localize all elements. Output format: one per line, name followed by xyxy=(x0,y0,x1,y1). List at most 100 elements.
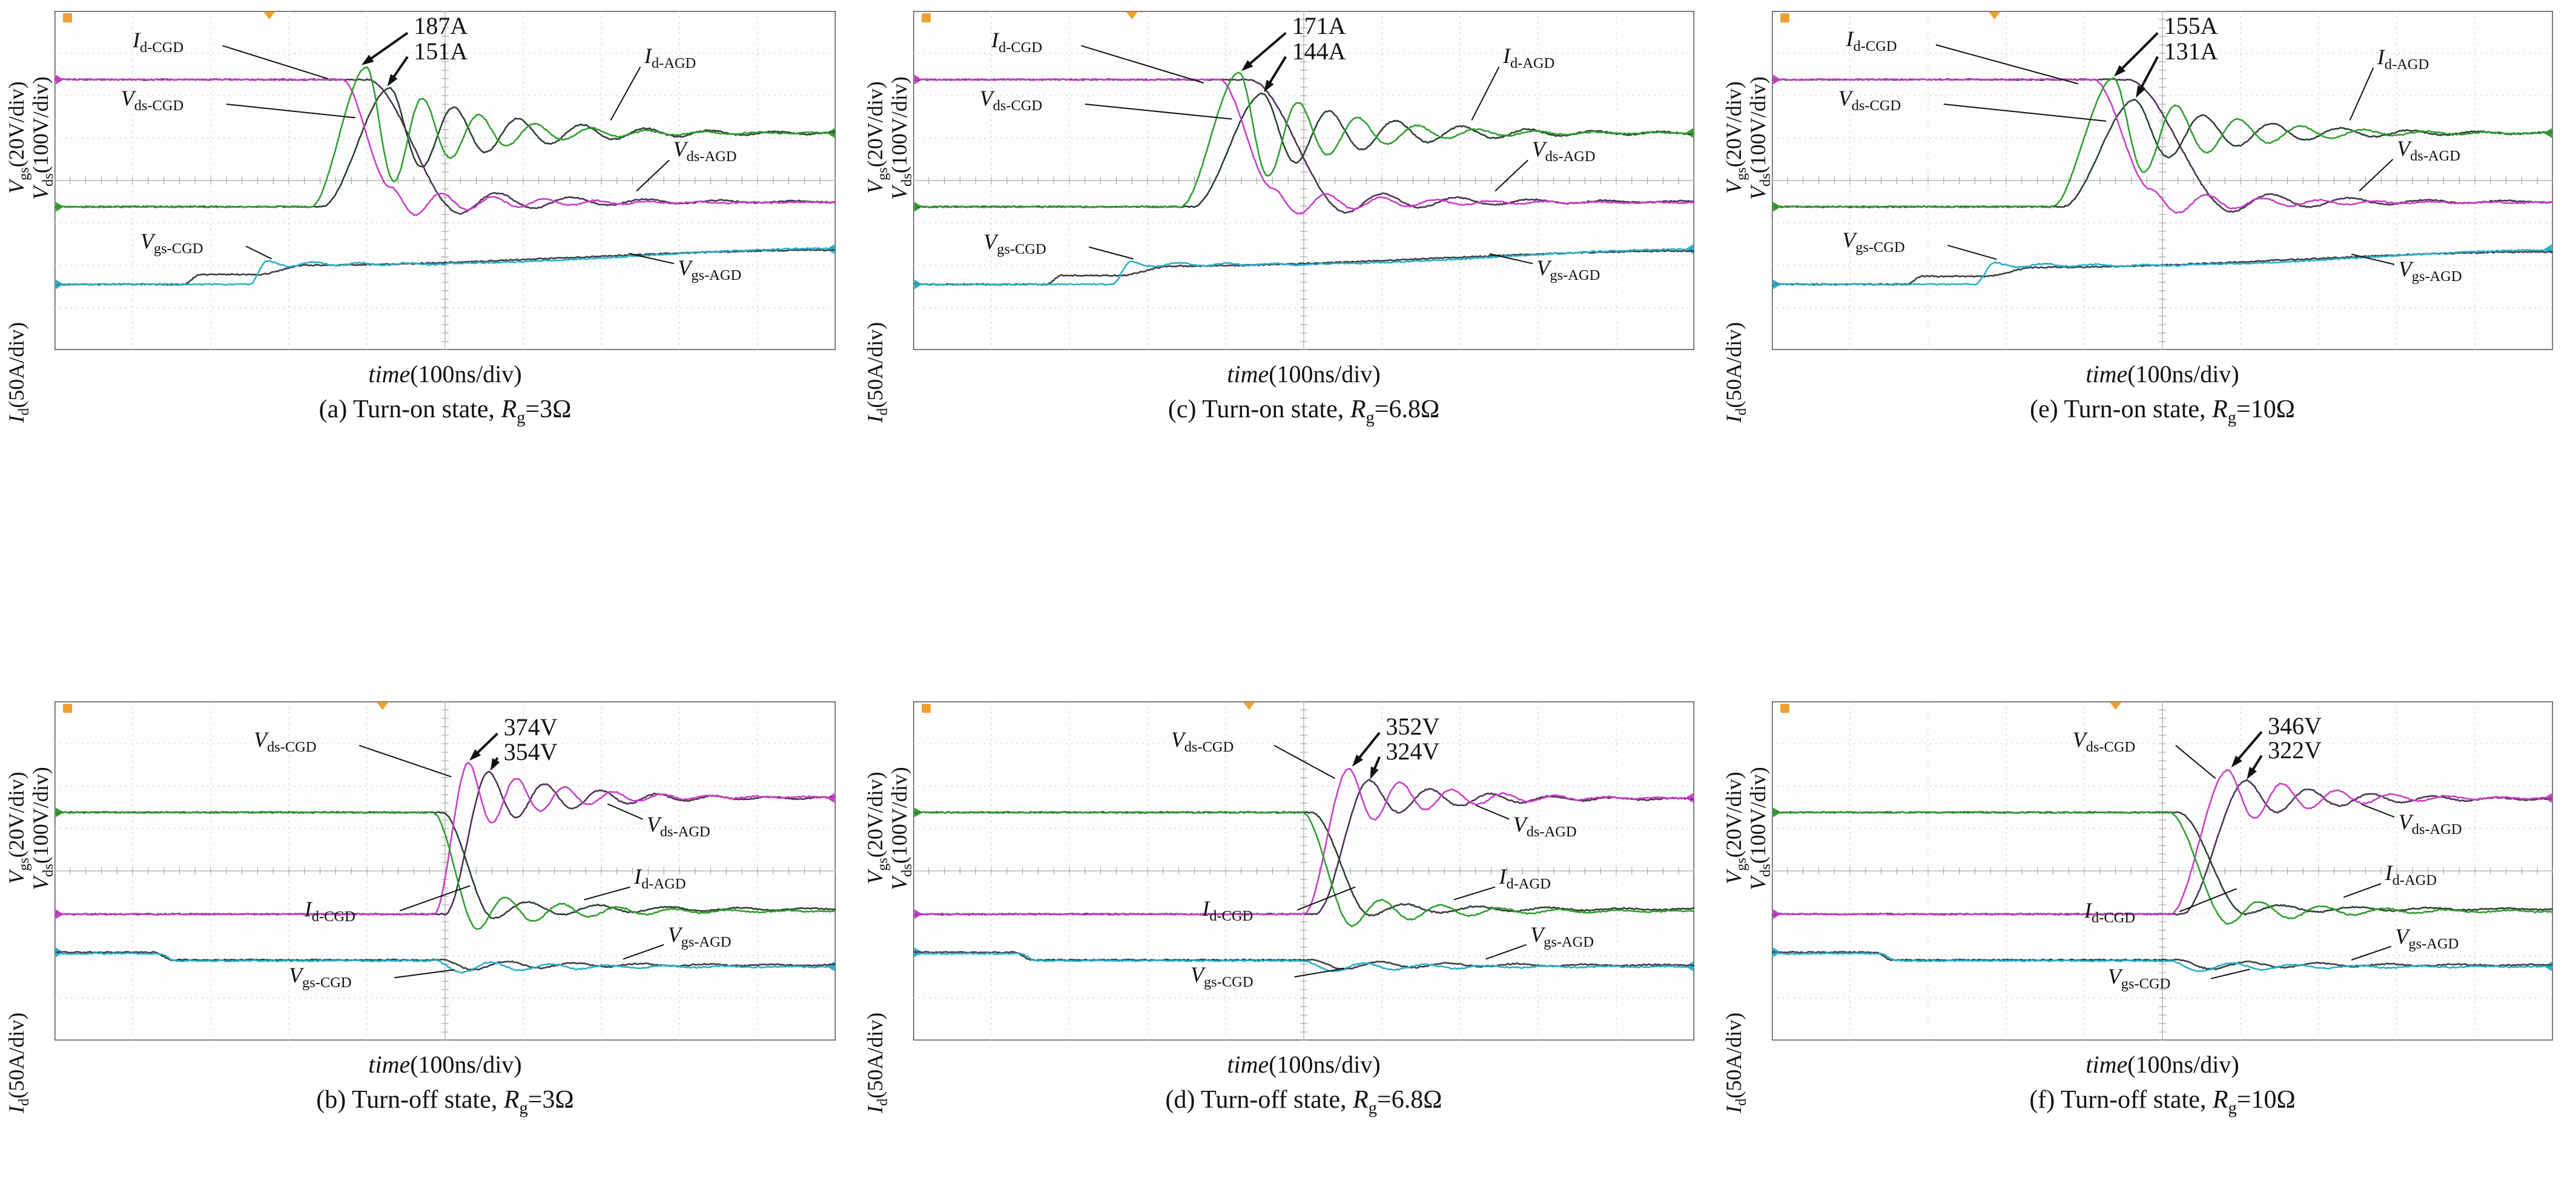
trace-symbol: I xyxy=(991,27,999,52)
trace-symbol: I xyxy=(304,897,312,922)
trace-symbol: V xyxy=(1536,256,1550,280)
trigger-status-icon xyxy=(1780,704,1789,713)
caption-text: (d) Turn-off state, xyxy=(1165,1086,1353,1114)
label-leader-line xyxy=(1453,886,1496,901)
callout-arrowhead-icon xyxy=(387,74,398,87)
measured-value: 144A xyxy=(1292,37,1346,65)
label-id-cgd: Id-CGD xyxy=(1846,28,1897,55)
waveform-trace-id-cgd xyxy=(1772,77,2553,208)
trace-subscript: gs-AGD xyxy=(2408,936,2459,953)
trace-subscript: d-AGD xyxy=(2392,872,2437,889)
trace-subscript: d-CGD xyxy=(999,39,1043,56)
caption-text: (c) Turn-on state, xyxy=(1167,395,1350,423)
label-leader-line xyxy=(1085,104,1232,120)
x-axis-symbol: time xyxy=(368,360,411,388)
trace-symbol: V xyxy=(1531,137,1545,162)
trigger-status-icon xyxy=(63,704,72,713)
x-axis-symbol: time xyxy=(1227,1051,1269,1078)
label-leader-line xyxy=(1475,804,1510,820)
x-axis-symbol: time xyxy=(2086,360,2128,388)
axis-scale: (100V/div) xyxy=(1746,76,1770,174)
trace-symbol: V xyxy=(678,256,692,280)
trace-symbol: V xyxy=(667,922,681,947)
axis-symbol: I xyxy=(863,415,887,423)
y-axis-label-vds: Vds(100V/div) xyxy=(28,767,57,890)
trace-symbol: I xyxy=(634,864,642,888)
trigger-status-icon xyxy=(1780,13,1789,22)
callout-arrowhead-icon xyxy=(469,749,481,761)
callout-arrow xyxy=(2234,731,2263,763)
caption-text: (f) Turn-off state, xyxy=(2029,1086,2213,1114)
y-axis-label-id: Id(50A/div) xyxy=(4,1013,33,1113)
label-vds-cgd: Vds-CGD xyxy=(980,87,1043,114)
label-leader-line xyxy=(1088,246,1134,260)
trigger-status-icon xyxy=(63,13,72,22)
label-leader-line xyxy=(2351,253,2395,265)
measured-value: 352V xyxy=(1385,713,1440,740)
label-vds-cgd: Vds-CGD xyxy=(2073,728,2136,756)
trace-subscript: ds-CGD xyxy=(2086,739,2136,756)
measured-value: 322V xyxy=(2268,736,2322,764)
label-id-cgd: Id-CGD xyxy=(991,27,1043,56)
waveform-figure: Id(50A/div) Vgs(20V/div) Vds(100V/div) 187A… xyxy=(0,5,2576,1181)
trace-subscript: ds-AGD xyxy=(686,148,737,165)
caption-r-symbol: R xyxy=(501,395,517,423)
scope-panel-d: Id(50A/div) Vgs(20V/div) Vds(100V/div) 352V… xyxy=(859,695,1717,1119)
label-vds-cgd: Vds-CGD xyxy=(1171,728,1234,755)
label-id-cgd: Id-CGD xyxy=(2084,899,2135,926)
caption-value: =6.8Ω xyxy=(1374,395,1440,423)
axis-symbol: V xyxy=(887,877,911,890)
label-leader-line xyxy=(358,744,452,778)
callout-arrow xyxy=(2138,56,2159,92)
oscilloscope-screen-c xyxy=(913,11,1694,350)
figure-row-top: Id(50A/div) Vgs(20V/div) Vds(100V/div) 187A… xyxy=(0,5,2576,429)
label-leader-line xyxy=(1935,44,2078,85)
label-leader-line xyxy=(1489,253,1533,265)
axis-scale: (50A/div) xyxy=(4,322,28,408)
measured-value: 187A xyxy=(414,12,468,40)
callout-arrowhead-icon xyxy=(1241,60,1253,71)
trace-subscript: gs-AGD xyxy=(1544,934,1594,951)
waveform-trace-vgs-cgd xyxy=(54,246,836,286)
trace-subscript: ds-CGD xyxy=(134,98,184,114)
waveform-trace-vgs-cgd xyxy=(913,248,1694,286)
panel-caption-d: (d) Turn-off state, Rg=6.8Ω xyxy=(1166,1085,1442,1118)
label-vgs-agd: Vgs-AGD xyxy=(1530,923,1594,951)
callout-arrowhead-icon xyxy=(1264,79,1274,93)
peak-value-agd: 322V xyxy=(2268,736,2322,764)
waveform-trace-vds-cgd xyxy=(54,761,836,916)
axis-scale: (50A/div) xyxy=(4,1012,28,1099)
x-axis-scale: (100ns/div) xyxy=(2127,360,2239,388)
trace-subscript: gs-CGD xyxy=(153,240,203,257)
trace-subscript: d-CGD xyxy=(2092,909,2136,926)
axis-subscript: d xyxy=(874,1098,891,1106)
trace-subscript: gs-CGD xyxy=(1855,239,1905,256)
x-axis-label: time(100ns/div) xyxy=(1227,1050,1380,1079)
label-leader-line xyxy=(1494,159,1528,192)
label-vds-agd: Vds-AGD xyxy=(1532,138,1596,165)
axis-scale: (50A/div) xyxy=(863,322,887,408)
axis-symbol: V xyxy=(863,180,887,194)
y-axis-label-id: Id(50A/div) xyxy=(862,1013,891,1113)
callout-arrow xyxy=(366,31,409,62)
axis-scale: (50A/div) xyxy=(1722,322,1746,408)
caption-text: (b) Turn-off state, xyxy=(316,1086,504,1114)
trace-symbol: V xyxy=(253,727,267,752)
callout-arrow xyxy=(1246,31,1287,68)
oscilloscope-screen-a xyxy=(54,11,836,350)
label-leader-line xyxy=(1273,744,1336,779)
peak-value-agd: 131A xyxy=(2164,38,2218,64)
trace-symbol: I xyxy=(2385,861,2393,885)
axis-symbol: I xyxy=(4,1106,28,1113)
axis-scale: (20V/div) xyxy=(4,81,28,168)
trigger-position-icon xyxy=(1243,702,1255,710)
peak-value-agd: 144A xyxy=(1292,37,1346,65)
waveform-trace-vgs-cgd xyxy=(1772,952,2553,973)
trigger-status-icon xyxy=(922,13,931,22)
peak-value-cgd: 346V xyxy=(2268,713,2322,739)
caption-text: (a) Turn-on state, xyxy=(319,395,501,423)
waveform-trace-id-cgd xyxy=(913,71,1694,208)
callout-arrowhead-icon xyxy=(2114,65,2126,77)
label-vgs-cgd: Vgs-CGD xyxy=(2108,965,2171,992)
label-vds-agd: Vds-AGD xyxy=(647,813,710,840)
